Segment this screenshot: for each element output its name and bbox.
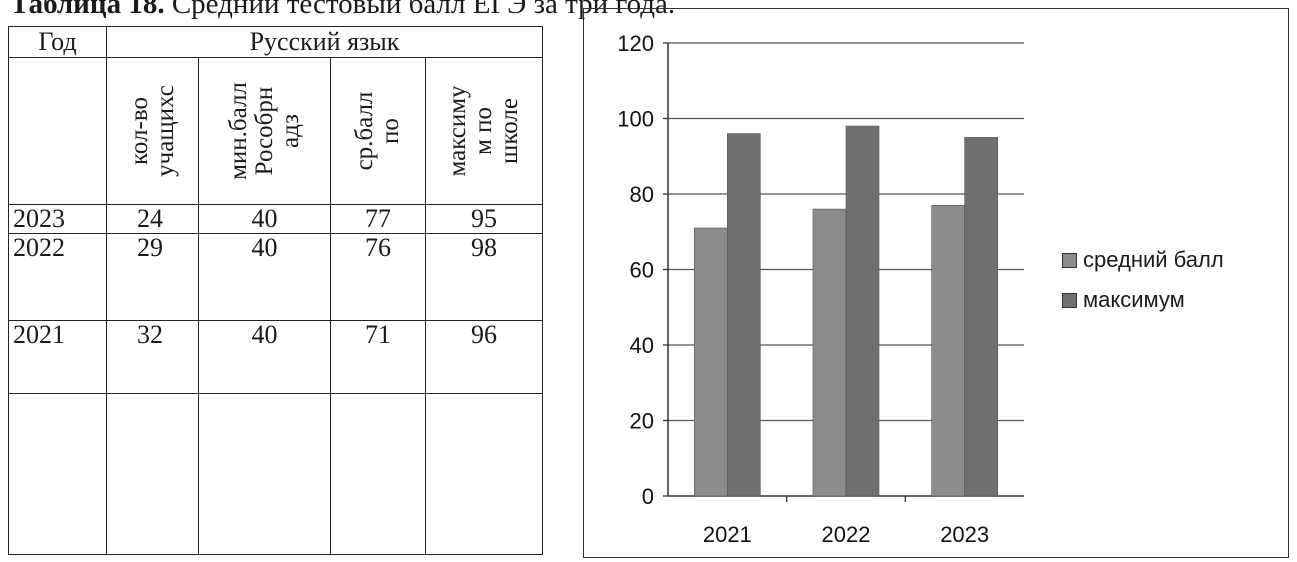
min-score-cell: 40	[198, 204, 331, 234]
legend-label: средний балл	[1083, 247, 1224, 272]
avg-score-cell: 77	[330, 204, 426, 234]
year-cell: 2021	[8, 320, 107, 394]
table-header-row: Год Русский язык	[8, 26, 543, 58]
y-tick-label: 60	[630, 258, 654, 283]
legend-swatch	[1062, 252, 1077, 268]
empty-cell	[106, 393, 199, 555]
column-header-min-score: мин.балл Рособрн адз	[198, 57, 331, 205]
column-header-min-score-label: мин.балл Рособрн адз	[224, 82, 304, 180]
year-cell: 2023	[8, 204, 107, 234]
max-score-cell: 95	[425, 204, 543, 234]
column-header-avg-score-label: ср.балл по	[351, 91, 404, 171]
year-header: Год	[8, 26, 107, 58]
results-table-container: Год Русский язык кол-во учащихс мин.балл…	[8, 26, 543, 555]
year-cell: 2022	[8, 233, 107, 321]
chart-legend: средний балл максимум	[1062, 245, 1224, 325]
x-tick-label: 2021	[703, 522, 752, 547]
caption-text: Средний тестовый балл ЕГЭ за три года.	[164, 0, 676, 20]
chart-container: 0 20 40 60 80 100 120 2021 2022 2023 средний балл…	[583, 8, 1289, 558]
column-header-row: кол-во учащихс мин.балл Рособрн адз ср.б…	[8, 57, 543, 205]
y-tick-label: 120	[617, 31, 654, 56]
y-tick-label: 100	[617, 107, 654, 132]
column-header-students: кол-во учащихс	[106, 57, 199, 205]
subject-header: Русский язык	[106, 26, 543, 58]
column-header-avg-score: ср.балл по	[330, 57, 426, 205]
table-row: 2021 32 40 71 96	[8, 320, 543, 394]
column-header-max-score-label: максиму м по школе	[444, 85, 523, 177]
y-tick-label: 0	[642, 484, 654, 509]
legend-item: максимум	[1062, 285, 1224, 315]
max-score-cell: 98	[425, 233, 543, 321]
column-header-max-score: максиму м по школе	[425, 57, 543, 205]
column-header-empty	[8, 57, 107, 205]
bar	[812, 208, 847, 497]
avg-score-cell: 71	[330, 320, 426, 394]
x-tick-label: 2022	[822, 522, 871, 547]
y-tick-label: 20	[630, 409, 654, 434]
students-cell: 29	[106, 233, 199, 321]
students-cell: 32	[106, 320, 199, 394]
table-caption: Таблица 18. Средний тестовый балл ЕГЭ за…	[10, 0, 1290, 22]
max-score-cell: 96	[425, 320, 543, 394]
table-row: 2023 24 40 77 95	[8, 204, 543, 234]
y-tick-label: 80	[630, 182, 654, 207]
bar	[694, 227, 728, 497]
legend-item: средний балл	[1062, 245, 1224, 275]
table-row-empty	[8, 393, 543, 555]
avg-score-cell: 76	[330, 233, 426, 321]
empty-cell	[198, 393, 331, 555]
results-table: Год Русский язык кол-во учащихс мин.балл…	[8, 26, 543, 555]
y-tick-label: 40	[630, 333, 654, 358]
empty-cell	[425, 393, 543, 555]
empty-cell	[8, 393, 107, 555]
x-tick-label: 2023	[940, 522, 989, 547]
bar-chart: 0 20 40 60 80 100 120 2021 2022 2023	[617, 31, 1024, 547]
bar	[727, 133, 761, 497]
min-score-cell: 40	[198, 320, 331, 394]
column-header-students-label: кол-во учащихс	[125, 85, 179, 177]
bar	[845, 125, 880, 497]
legend-swatch	[1062, 292, 1077, 308]
bar	[964, 137, 998, 497]
empty-cell	[330, 393, 426, 555]
legend-label: максимум	[1083, 287, 1185, 312]
min-score-cell: 40	[198, 233, 331, 321]
students-cell: 24	[106, 204, 199, 234]
caption-label: Таблица 18.	[10, 0, 165, 20]
table-row: 2022 29 40 76 98	[8, 233, 543, 321]
bar	[931, 205, 965, 497]
